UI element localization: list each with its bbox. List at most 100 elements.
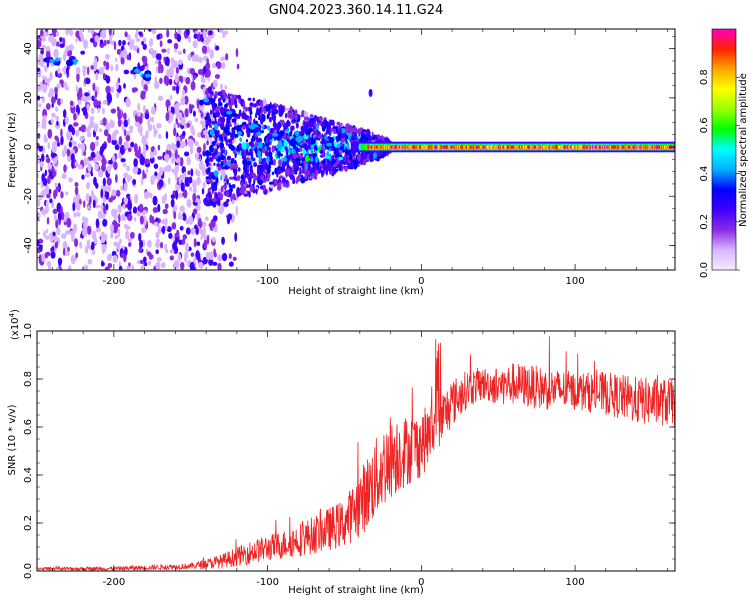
heatmap-cell bbox=[138, 31, 143, 36]
heatmap-cell bbox=[257, 137, 263, 143]
heatmap-cell bbox=[76, 104, 79, 110]
heatmap-cell bbox=[208, 172, 213, 180]
heatmap-cell bbox=[66, 148, 71, 157]
heatmap-cell bbox=[44, 169, 48, 177]
heatmap-cell bbox=[203, 129, 209, 136]
heatmap-cell bbox=[44, 32, 50, 37]
heatmap-cell bbox=[231, 183, 236, 189]
heatmap-cell bbox=[129, 38, 135, 45]
heatmap-cell bbox=[94, 140, 99, 147]
heatmap-cell bbox=[194, 117, 199, 123]
heatmap-cell bbox=[57, 98, 62, 106]
heatmap-cell bbox=[55, 31, 60, 37]
heatmap-cell bbox=[180, 96, 186, 106]
heatmap-cell bbox=[133, 158, 138, 168]
heatmap-cell bbox=[42, 178, 48, 187]
heatmap-cell bbox=[42, 114, 47, 121]
heatmap-cell bbox=[37, 142, 40, 150]
heatmap-cell bbox=[278, 181, 282, 187]
heatmap-cell bbox=[77, 99, 82, 106]
heatmap-cell bbox=[115, 57, 118, 63]
heatmap-cell bbox=[267, 151, 273, 157]
heatmap-cell bbox=[113, 41, 117, 51]
heatmap-cell bbox=[100, 261, 105, 267]
heatmap-cell bbox=[141, 41, 144, 46]
heatmap-cell bbox=[37, 121, 40, 129]
heatmap-cell bbox=[249, 109, 253, 116]
heatmap-cell bbox=[227, 93, 230, 100]
heatmap-cell bbox=[107, 133, 112, 144]
heatmap-cell bbox=[262, 179, 267, 183]
heatmap-cell bbox=[211, 152, 216, 157]
heatmap-cell bbox=[132, 206, 138, 214]
heatmap-cell bbox=[80, 35, 85, 43]
snr-ticks: -200 -100 0 100 0.0 0.2 0.4 0.6 0.8 1.0 bbox=[23, 323, 675, 588]
heatmap-cell bbox=[105, 122, 111, 131]
heatmap-cell bbox=[207, 191, 211, 198]
heatmap-cell bbox=[283, 123, 289, 130]
heatmap-cell bbox=[65, 66, 69, 75]
heatmap-cell bbox=[54, 240, 59, 249]
heatmap-cell bbox=[154, 242, 161, 248]
heatmap-cell bbox=[245, 128, 249, 134]
heatmap-cell bbox=[230, 133, 234, 141]
heatmap-cell bbox=[174, 164, 179, 173]
heatmap-cell bbox=[97, 100, 102, 106]
heatmap-cell bbox=[198, 261, 204, 269]
heatmap-cell bbox=[129, 231, 135, 239]
heatmap-cell bbox=[236, 113, 241, 120]
heatmap-cell bbox=[164, 203, 169, 210]
heatmap-cell bbox=[41, 83, 48, 93]
heatmap-cell bbox=[250, 153, 254, 160]
heatmap-cell bbox=[316, 147, 322, 151]
heatmap-cell bbox=[140, 176, 144, 186]
heatmap-cell bbox=[54, 135, 59, 141]
heatmap-cell bbox=[42, 75, 45, 80]
heatmap-cell bbox=[232, 176, 237, 180]
heatmap-cell bbox=[346, 142, 350, 150]
heatmap-cell bbox=[57, 67, 61, 75]
snr-x-axis-label: Height of straight line (km) bbox=[288, 585, 424, 596]
heatmap-cell bbox=[62, 109, 67, 119]
heatmap-cell bbox=[225, 125, 230, 132]
heatmap-cell bbox=[123, 112, 127, 120]
heatmap-cell bbox=[303, 125, 307, 131]
heatmap-cell bbox=[203, 98, 210, 103]
heatmap-cell bbox=[319, 166, 322, 174]
heatmap-cell bbox=[228, 104, 232, 109]
heatmap-cell bbox=[99, 39, 104, 45]
heatmap-cell bbox=[41, 253, 46, 263]
heatmap-cell bbox=[64, 251, 70, 257]
heatmap-cell bbox=[136, 149, 141, 159]
heatmap-cell bbox=[184, 108, 189, 118]
heatmap-cell bbox=[158, 95, 164, 102]
heatmap-cell bbox=[138, 232, 142, 242]
heatmap-cell bbox=[301, 144, 306, 149]
heatmap-cell bbox=[108, 29, 112, 36]
heatmap-cell bbox=[280, 149, 286, 153]
heatmap-cell bbox=[338, 156, 344, 161]
heatmap-cell bbox=[335, 147, 340, 152]
heatmap-cell bbox=[163, 153, 170, 161]
heatmap-cell bbox=[100, 188, 104, 199]
heatmap-cell bbox=[254, 120, 259, 125]
heatmap-cell bbox=[93, 123, 99, 133]
heatmap-cell bbox=[55, 57, 60, 62]
heatmap-cell bbox=[253, 174, 258, 181]
heatmap-cell bbox=[147, 123, 153, 132]
heatmap-cell bbox=[312, 174, 317, 180]
heatmap-cell bbox=[98, 128, 103, 133]
spectrogram-y-tick-label: 0 bbox=[23, 144, 34, 150]
heatmap-cell bbox=[373, 152, 378, 159]
heatmap-cell bbox=[161, 48, 167, 53]
heatmap-cell bbox=[178, 112, 183, 119]
heatmap-cell bbox=[201, 45, 208, 54]
heatmap-cell bbox=[272, 158, 276, 166]
heatmap-cell bbox=[110, 108, 117, 114]
heatmap-cell bbox=[157, 225, 162, 234]
heatmap-cell bbox=[205, 150, 210, 157]
heatmap-cell bbox=[133, 217, 137, 222]
heatmap-cell bbox=[161, 195, 166, 205]
heatmap-cell bbox=[175, 104, 180, 115]
snr-y-tick-label: 0.6 bbox=[23, 419, 34, 435]
